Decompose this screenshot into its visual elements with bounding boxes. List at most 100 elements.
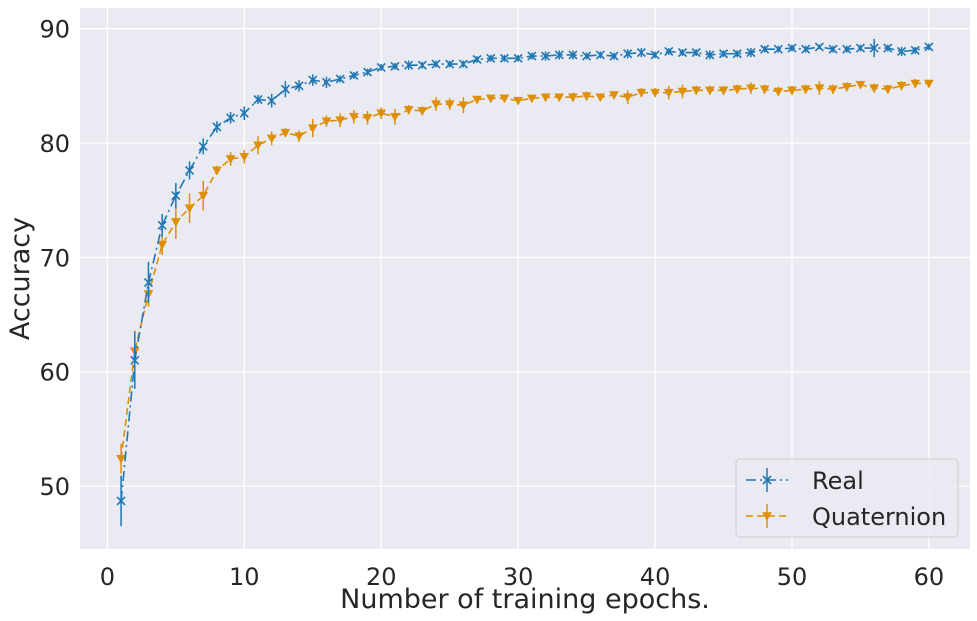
legend: Real Quaternion — [735, 458, 959, 538]
data-point — [294, 81, 304, 91]
data-point — [513, 53, 523, 63]
data-point — [841, 83, 852, 92]
data-point — [239, 108, 249, 118]
data-point — [513, 96, 524, 106]
data-point — [718, 49, 729, 59]
data-point — [253, 141, 263, 151]
data-point — [376, 109, 387, 119]
data-point — [650, 88, 661, 98]
data-point — [335, 74, 345, 84]
data-point — [157, 241, 168, 250]
legend-label: Quaternion — [812, 503, 946, 531]
data-point — [143, 277, 154, 288]
series-layer — [116, 38, 934, 527]
data-point — [116, 496, 126, 506]
data-point — [472, 95, 483, 105]
data-point — [225, 155, 236, 164]
data-point — [389, 112, 400, 122]
data-point — [869, 84, 880, 94]
x-axis-label: Number of training epochs. — [340, 584, 710, 615]
y-axis-label: Accuracy — [5, 217, 36, 340]
y-tick-label: 80 — [39, 130, 70, 158]
data-point — [212, 122, 222, 132]
data-point — [431, 59, 441, 69]
data-point — [321, 117, 332, 127]
data-point — [170, 218, 181, 227]
data-point — [485, 94, 496, 104]
data-point — [801, 44, 811, 54]
x-tick-label: 20 — [366, 563, 397, 591]
data-point — [568, 50, 578, 60]
data-point — [321, 77, 332, 87]
data-point — [211, 166, 222, 176]
data-point — [718, 86, 729, 96]
data-point — [828, 44, 838, 54]
data-point — [239, 152, 250, 162]
data-point — [896, 46, 907, 57]
data-point — [431, 100, 441, 110]
data-point — [814, 42, 824, 52]
data-point — [198, 141, 208, 151]
data-point — [486, 53, 496, 63]
data-point — [280, 84, 290, 94]
data-point — [622, 93, 633, 103]
data-point — [677, 48, 688, 58]
y-tick-label: 50 — [39, 473, 70, 501]
data-point — [732, 85, 743, 95]
grid — [80, 8, 970, 549]
legend-item-quaternion: Quaternion — [746, 503, 946, 531]
data-point — [157, 220, 167, 230]
data-point — [294, 132, 305, 142]
data-point — [253, 94, 263, 105]
data-point — [923, 79, 934, 89]
data-point — [855, 43, 866, 53]
data-point — [184, 165, 195, 175]
data-point — [609, 91, 619, 100]
data-point — [403, 106, 414, 115]
data-point — [705, 50, 715, 60]
data-point — [745, 84, 756, 94]
data-point — [691, 86, 702, 96]
x-tick-label: 30 — [503, 563, 534, 591]
data-point — [759, 85, 770, 95]
data-point — [800, 85, 811, 95]
data-point — [814, 84, 825, 94]
data-point — [362, 114, 373, 123]
data-point — [226, 113, 236, 123]
data-point — [445, 59, 455, 69]
data-point — [691, 48, 701, 58]
data-point — [526, 94, 537, 104]
data-point — [760, 44, 770, 54]
data-point — [677, 87, 688, 97]
x-tick-label: 40 — [640, 563, 671, 591]
data-point — [882, 85, 893, 95]
data-point — [130, 355, 140, 365]
data-point — [664, 46, 674, 57]
data-point — [458, 59, 468, 69]
data-point — [376, 62, 386, 73]
data-point — [869, 43, 879, 53]
legend-box — [735, 458, 959, 538]
data-point — [308, 75, 318, 85]
data-point — [636, 48, 646, 58]
data-point — [362, 67, 373, 77]
data-point — [924, 42, 934, 52]
data-point — [787, 43, 797, 53]
data-point — [335, 116, 346, 126]
data-point — [307, 124, 318, 134]
data-point — [842, 44, 852, 54]
x-tick-label: 0 — [100, 563, 115, 591]
data-point — [704, 86, 715, 96]
data-point — [828, 85, 839, 95]
tick-labels: 0 10 20 30 40 50 60 50 60 70 80 90 — [39, 16, 944, 591]
data-point — [595, 93, 606, 103]
data-point — [417, 107, 428, 116]
legend-item-real: Real — [746, 467, 864, 495]
data-point — [581, 92, 592, 102]
data-point — [116, 454, 127, 464]
data-point — [567, 93, 578, 103]
data-point — [444, 100, 455, 110]
x-tick-label: 50 — [777, 563, 808, 591]
data-point — [527, 51, 537, 61]
